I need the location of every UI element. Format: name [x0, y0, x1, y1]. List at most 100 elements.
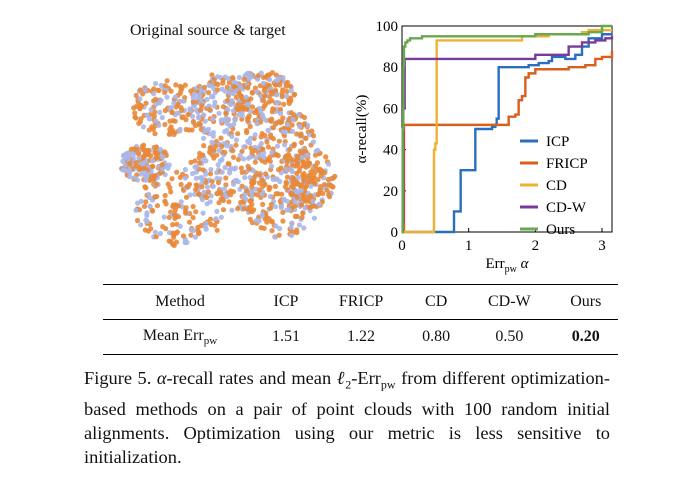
cloud-point — [332, 173, 338, 179]
cloud-point — [241, 106, 247, 112]
cloud-point — [323, 154, 329, 160]
cloud-point — [232, 165, 239, 171]
cloud-point — [193, 164, 199, 170]
cloud-point — [288, 166, 294, 172]
cloud-point — [280, 218, 286, 224]
cloud-point — [278, 203, 284, 209]
cloud-point — [276, 119, 282, 125]
cloud-point — [211, 155, 217, 161]
cloud-point — [175, 214, 182, 220]
cloud-point — [253, 155, 259, 161]
cloud-point — [209, 94, 215, 100]
cloud-point — [161, 214, 167, 220]
cloud-point — [223, 175, 229, 181]
cloud-point — [286, 100, 292, 106]
cloud-point — [211, 147, 217, 153]
cloud-point — [218, 118, 224, 124]
cloud-point — [186, 127, 192, 133]
cloud-point — [158, 97, 164, 103]
cloud-point — [157, 230, 163, 237]
cloud-point — [214, 175, 220, 182]
cloud-point — [177, 128, 183, 134]
cloud-point — [210, 133, 216, 139]
cloud-point — [291, 141, 297, 147]
cloud-point — [299, 214, 305, 220]
cloud-point — [208, 221, 214, 227]
cloud-point — [160, 224, 166, 230]
cloud-point — [269, 150, 275, 156]
series-line-fricp — [402, 50, 614, 234]
cloud-point — [299, 139, 305, 146]
cloud-point — [166, 162, 172, 168]
cloud-point — [144, 212, 150, 218]
cloud-point — [269, 98, 275, 104]
cloud-point — [248, 109, 254, 115]
cloud-point — [188, 227, 194, 233]
cloud-point — [308, 169, 314, 175]
cloud-point — [317, 187, 323, 193]
cloud-point — [153, 101, 159, 107]
cloud-point — [241, 194, 247, 200]
cloud-point — [210, 183, 216, 189]
cloud-point — [247, 140, 253, 146]
cloud-point — [183, 210, 189, 216]
cloud-point — [247, 198, 253, 204]
cloud-point — [225, 97, 231, 104]
cloud-point — [224, 127, 230, 133]
cloud-point — [298, 188, 304, 194]
cloud-point — [210, 130, 216, 136]
cloud-point — [238, 165, 244, 171]
cloud-point — [145, 151, 152, 158]
cloud-point — [178, 181, 184, 188]
cloud-point — [216, 147, 222, 153]
cloud-point — [222, 164, 228, 171]
cloud-point — [244, 129, 250, 136]
cloud-point — [216, 200, 222, 206]
cloud-point — [282, 129, 289, 135]
cloud-point — [171, 130, 178, 136]
cloud-point — [270, 136, 276, 142]
cloud-point — [193, 209, 199, 215]
cloud-point — [168, 88, 174, 94]
cloud-point — [156, 122, 162, 128]
cloud-point — [248, 145, 254, 151]
cloud-point — [138, 198, 144, 204]
value-cd-w: 0.50 — [495, 328, 524, 345]
cloud-point — [299, 154, 305, 160]
cloud-point — [259, 177, 265, 183]
cloud-point — [310, 203, 316, 209]
cloud-point — [167, 118, 173, 124]
cloud-point — [286, 152, 292, 158]
cloud-point — [222, 149, 228, 156]
caption-err: -Err — [351, 368, 381, 388]
cloud-point — [287, 83, 293, 89]
header-fricp: FRICP — [338, 293, 384, 310]
cloud-point — [244, 188, 250, 194]
cloud-point — [278, 165, 284, 171]
cloud-point — [193, 182, 199, 188]
cloud-point — [304, 152, 310, 158]
cloud-point — [140, 124, 146, 130]
cloud-point — [292, 213, 298, 220]
cloud-point — [229, 133, 235, 139]
cloud-point — [264, 139, 270, 145]
cloud-point — [190, 203, 196, 210]
cloud-point — [303, 135, 309, 141]
y-tick-label: 20 — [383, 184, 398, 200]
cloud-point — [311, 215, 317, 221]
cloud-point — [233, 94, 239, 100]
cloud-point — [290, 117, 296, 123]
cloud-point — [171, 100, 177, 106]
cloud-point — [210, 116, 216, 122]
cloud-point — [206, 82, 212, 88]
cloud-point — [159, 166, 165, 172]
cloud-point — [152, 148, 158, 154]
cloud-point — [260, 80, 266, 86]
cloud-point — [258, 93, 264, 99]
cloud-point — [300, 159, 306, 165]
cloud-point — [306, 161, 312, 167]
cloud-point — [170, 222, 176, 228]
cloud-point — [184, 183, 190, 190]
cloud-point — [241, 144, 247, 150]
cloud-point — [292, 91, 298, 97]
